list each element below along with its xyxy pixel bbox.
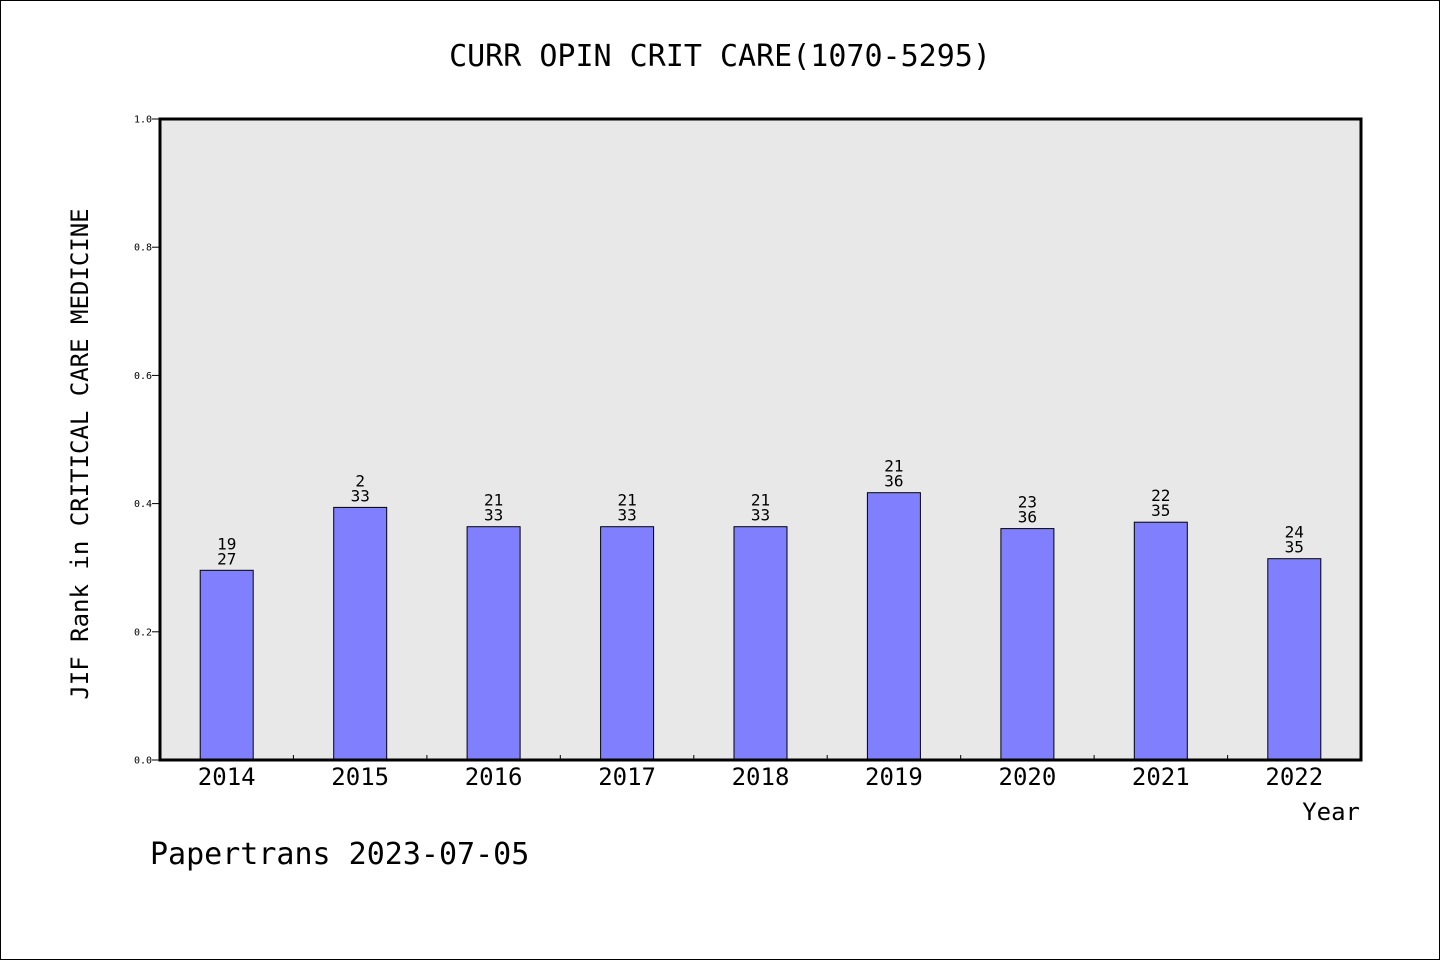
bar-label-total: 27 — [217, 549, 236, 568]
x-tick-label: 2017 — [598, 763, 656, 791]
bar-label-rank: 21 — [884, 457, 903, 476]
x-tick-label: 2019 — [865, 763, 923, 791]
footer-text: Papertrans 2023-07-05 — [150, 837, 529, 872]
bar-label-rank: 2 — [355, 471, 365, 490]
bar-2019 — [866, 492, 921, 761]
chart-title: CURR OPIN CRIT CARE(1070-5295) — [449, 39, 991, 74]
bar-label-rank: 21 — [751, 491, 770, 510]
bar-label-total: 33 — [617, 506, 636, 525]
bar-label-total: 35 — [1285, 538, 1304, 557]
plot-border — [158, 117, 1363, 762]
bar-2016 — [466, 526, 521, 761]
y-axis: 0.0 0.2 0.4 0.6 0.8 1.0 — [134, 115, 160, 767]
bar-label-rank: 24 — [1285, 523, 1304, 542]
bar-2021 — [1133, 521, 1188, 761]
x-tick-label: 2021 — [1132, 763, 1190, 791]
x-axis-label: Year — [1302, 798, 1360, 826]
bar-label-rank: 21 — [484, 491, 503, 510]
y-tick-label: 0.8 — [134, 243, 152, 254]
y-tick-label: 0.2 — [134, 627, 152, 638]
y-tick-label: 0.4 — [134, 499, 152, 510]
x-tick-label: 2015 — [331, 763, 389, 791]
y-tick-label: 0.6 — [134, 371, 152, 382]
x-tick-label: 2014 — [198, 763, 256, 791]
bar-label-total: 33 — [484, 506, 503, 525]
bar-label-rank: 19 — [217, 534, 236, 553]
bar-label-rank: 23 — [1018, 493, 1037, 512]
bar-label-total: 33 — [351, 486, 370, 505]
x-axis: 2014 2015 2016 2017 2018 2019 2020 2021 2022 — [198, 755, 1323, 791]
y-tick-label: 1.0 — [134, 115, 152, 126]
bar-label-total: 35 — [1151, 501, 1170, 520]
x-tick-label: 2020 — [999, 763, 1057, 791]
bars — [199, 492, 1322, 761]
bar-label-total: 36 — [1018, 508, 1037, 527]
bar-2014 — [199, 569, 254, 761]
bar-2018 — [733, 526, 788, 761]
bar-label-rank: 21 — [617, 491, 636, 510]
y-tick-label: 0.0 — [134, 756, 152, 767]
x-tick-label: 2016 — [465, 763, 523, 791]
bar-2022 — [1267, 558, 1322, 761]
x-tick-label: 2018 — [732, 763, 790, 791]
bar-2020 — [1000, 528, 1055, 761]
bar-label-total: 33 — [751, 506, 770, 525]
y-axis-label: JIF Rank in CRITICAL CARE MEDICINE — [66, 208, 94, 699]
bar-2015 — [333, 506, 388, 761]
bar-label-total: 36 — [884, 472, 903, 491]
bar-label-rank: 22 — [1151, 486, 1170, 505]
bar-2017 — [600, 526, 655, 761]
x-tick-label: 2022 — [1265, 763, 1323, 791]
